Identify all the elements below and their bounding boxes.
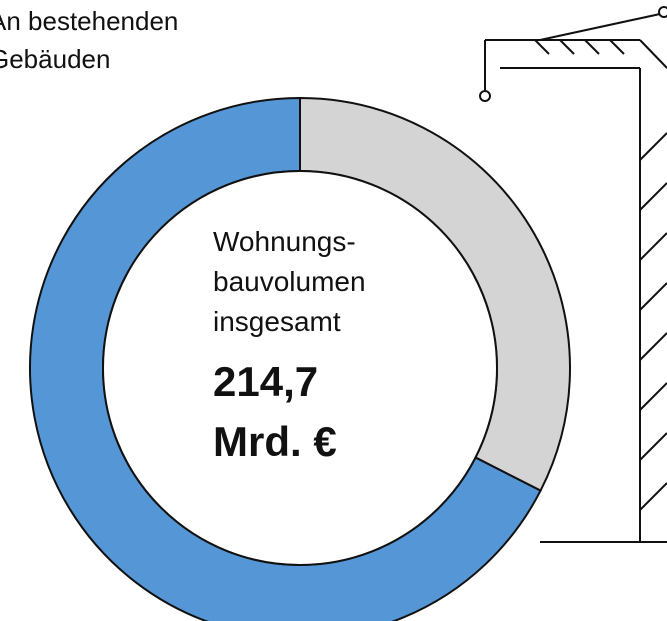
center-label: bauvolumen bbox=[213, 262, 366, 302]
page: An bestehenden Gebäuden Wohnungs-bauvolu… bbox=[0, 0, 667, 621]
center-value: 214,7 bbox=[213, 352, 318, 412]
category-label: An bestehenden Gebäuden bbox=[0, 2, 239, 78]
center-label: insgesamt bbox=[213, 302, 341, 342]
center-label: Wohnungs- bbox=[213, 222, 356, 262]
center-value: Mrd. € bbox=[213, 412, 337, 472]
